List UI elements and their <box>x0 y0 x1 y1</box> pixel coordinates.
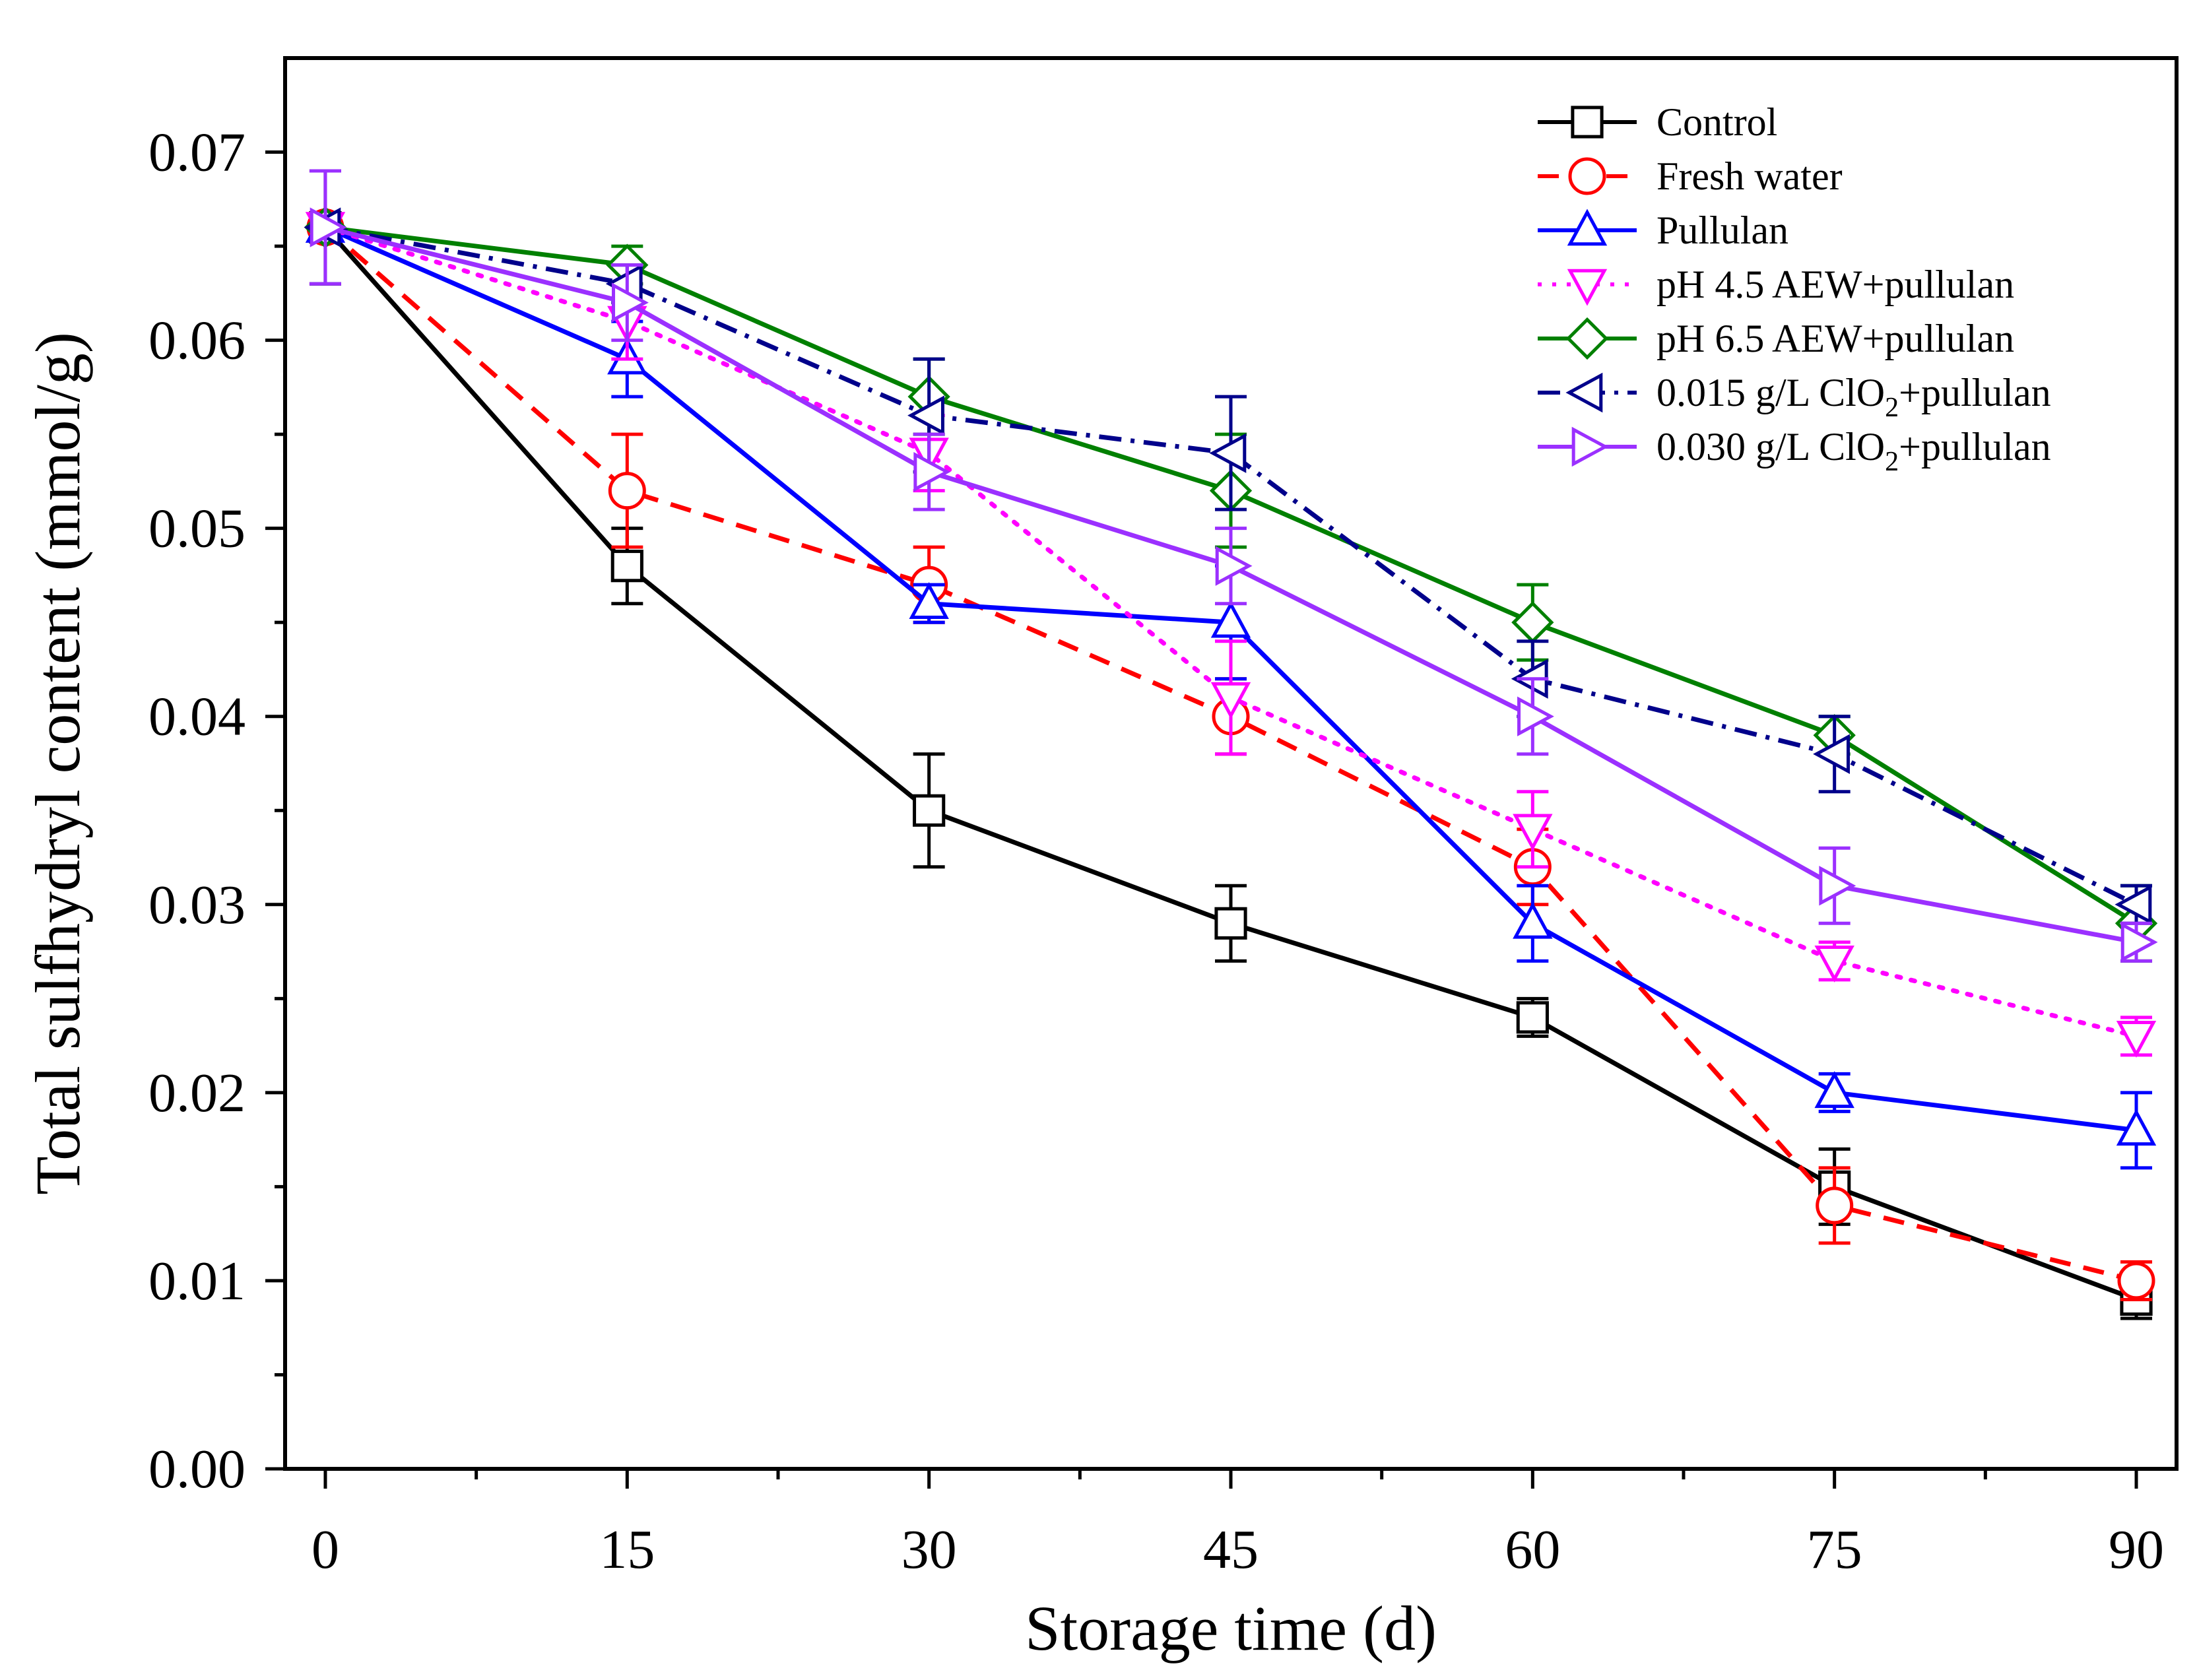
y-tick-label: 0.00 <box>148 1438 246 1500</box>
x-tick-label: 0 <box>312 1519 339 1580</box>
y-tick-label: 0.07 <box>148 122 246 183</box>
data-point <box>2116 1021 2157 1058</box>
data-point <box>1210 600 1251 638</box>
data-point <box>907 395 944 436</box>
legend-label: Fresh water <box>1656 154 1843 198</box>
data-point <box>1813 734 1850 774</box>
data-point <box>913 451 951 492</box>
y-tick-label: 0.01 <box>148 1250 246 1312</box>
legend-item: 0.015 g/L ClO2+pullulan <box>1538 371 2051 423</box>
data-point <box>913 794 946 827</box>
data-point <box>2117 1262 2155 1300</box>
legend-marker <box>1567 209 1608 246</box>
legend-marker <box>1565 372 1603 413</box>
series-6 <box>309 169 2158 963</box>
x-axis-title: Storage time (d) <box>1025 1593 1437 1664</box>
data-point <box>2116 1109 2157 1146</box>
data-point <box>610 550 643 583</box>
legend-label: 0.015 g/L ClO2+pullulan <box>1656 371 2051 423</box>
y-tick-label: 0.05 <box>148 498 246 560</box>
data-point <box>1214 907 1247 940</box>
data-point <box>608 472 646 510</box>
y-tick-label: 0.03 <box>148 874 246 936</box>
data-point <box>1819 866 1856 906</box>
data-point <box>310 207 347 247</box>
data-point <box>1210 682 1251 719</box>
x-tick-label: 15 <box>599 1519 655 1580</box>
x-tick-label: 45 <box>1203 1519 1259 1580</box>
data-point <box>2115 884 2152 924</box>
data-point <box>1516 1001 1549 1034</box>
data-point <box>909 582 949 619</box>
y-axis-title: Total sulfhydryl content (mmol/g) <box>22 332 93 1195</box>
data-point <box>1209 433 1247 473</box>
legend-item: Control <box>1538 100 1777 144</box>
data-point <box>1816 1186 1854 1225</box>
legend-marker <box>1571 106 1604 139</box>
legend-label: Pullulan <box>1656 209 1788 252</box>
legend-marker <box>1567 269 1608 306</box>
legend-label: pH 4.5 AEW+pullulan <box>1656 263 2014 306</box>
legend-marker <box>1568 157 1606 195</box>
data-point <box>2120 922 2158 963</box>
legend-item: Fresh water <box>1538 154 1843 198</box>
legend: Control Fresh water Pullulan pH 4.5 AEW+pul… <box>1538 100 2051 477</box>
x-tick-label: 75 <box>1807 1519 1862 1580</box>
data-point <box>1513 901 1553 939</box>
legend-marker <box>1571 426 1609 467</box>
y-tick-label: 0.06 <box>148 310 246 372</box>
x-tick-label: 60 <box>1505 1519 1560 1580</box>
data-point <box>1814 946 1854 983</box>
legend-item: Pullulan <box>1538 209 1788 252</box>
legend-item: pH 6.5 AEW+pullulan <box>1538 317 2014 360</box>
data-point <box>1215 546 1253 586</box>
legend-label: Control <box>1656 100 1777 144</box>
data-point <box>1814 1071 1854 1109</box>
legend-label: pH 6.5 AEW+pullulan <box>1656 317 2014 360</box>
data-point <box>1513 814 1553 851</box>
legend-item: pH 4.5 AEW+pullulan <box>1538 263 2014 306</box>
data-point <box>1517 696 1554 736</box>
data-point <box>612 282 649 323</box>
legend-label: 0.030 g/L ClO2+pullulan <box>1656 425 2051 477</box>
y-tick-label: 0.04 <box>148 686 246 748</box>
legend-marker <box>1565 317 1609 360</box>
y-tick-label: 0.02 <box>148 1062 246 1124</box>
legend-item: 0.030 g/L ClO2+pullulan <box>1538 425 2051 477</box>
x-tick-label: 30 <box>902 1519 957 1580</box>
x-tick-label: 90 <box>2109 1519 2164 1580</box>
